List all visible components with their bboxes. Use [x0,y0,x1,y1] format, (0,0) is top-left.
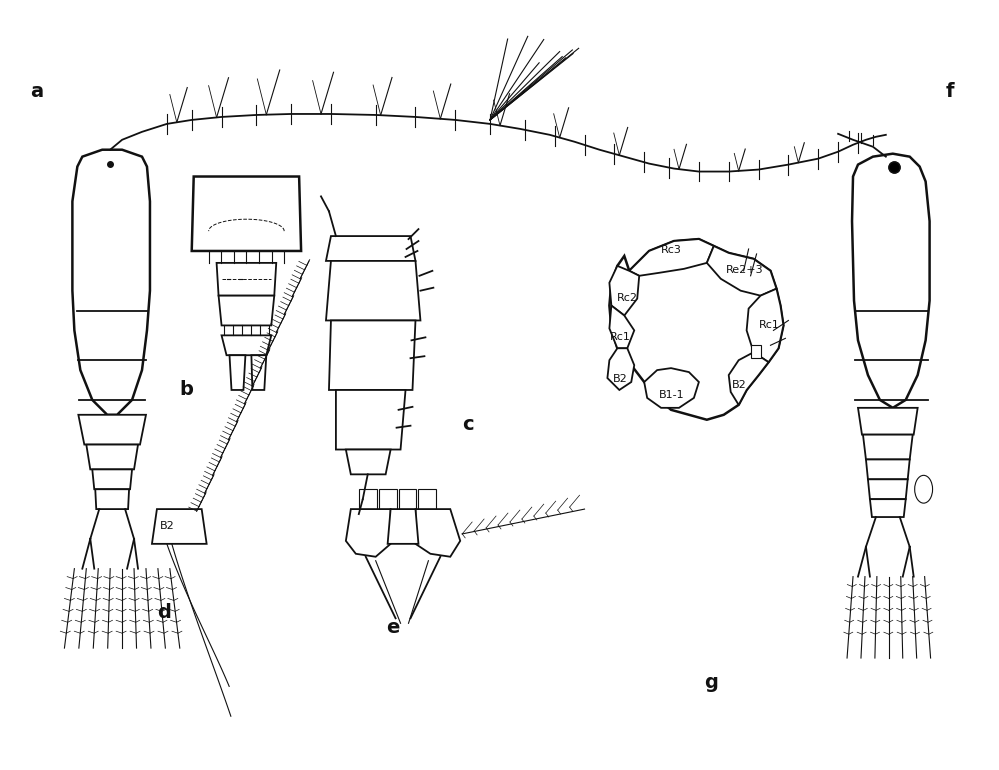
Polygon shape [419,489,437,509]
Polygon shape [359,489,377,509]
Text: a: a [31,82,44,101]
Polygon shape [219,296,275,326]
Polygon shape [86,444,138,470]
Ellipse shape [915,475,933,503]
Polygon shape [78,415,146,444]
Polygon shape [326,261,421,320]
Polygon shape [346,450,391,474]
Polygon shape [95,489,129,509]
Text: b: b [180,380,194,399]
Polygon shape [863,434,913,460]
Polygon shape [607,348,634,390]
Polygon shape [388,509,419,544]
Text: g: g [704,673,717,691]
Polygon shape [644,368,699,408]
Polygon shape [252,355,267,390]
Polygon shape [92,470,132,489]
Text: B1-1: B1-1 [659,390,684,400]
Text: f: f [945,82,954,101]
Text: d: d [157,604,171,622]
Polygon shape [326,236,416,261]
Text: c: c [463,415,474,434]
Polygon shape [152,509,207,544]
Text: Rc1: Rc1 [758,320,779,330]
Polygon shape [866,460,910,479]
Polygon shape [399,489,417,509]
Text: Rc1: Rc1 [609,333,630,343]
Text: Rc3: Rc3 [661,245,682,255]
Text: Re2+3: Re2+3 [725,265,763,275]
Polygon shape [870,499,906,517]
Polygon shape [222,336,272,355]
Polygon shape [192,176,301,251]
Polygon shape [609,306,634,348]
Polygon shape [329,320,416,390]
Text: B2: B2 [613,374,628,384]
Text: Rc2: Rc2 [617,293,638,303]
Polygon shape [609,266,639,316]
Polygon shape [750,345,760,358]
Polygon shape [609,239,783,420]
Polygon shape [416,509,461,557]
Polygon shape [852,154,930,408]
Polygon shape [230,355,246,390]
Polygon shape [746,289,783,362]
Polygon shape [629,239,714,276]
Polygon shape [707,246,776,296]
Polygon shape [72,149,150,415]
Polygon shape [858,408,918,434]
Polygon shape [379,489,397,509]
Text: e: e [386,618,399,638]
Polygon shape [217,263,277,296]
Polygon shape [868,479,908,499]
Text: B2: B2 [160,521,175,531]
Polygon shape [728,352,768,405]
Polygon shape [336,390,406,450]
Polygon shape [346,509,391,557]
Text: B2: B2 [731,380,746,390]
